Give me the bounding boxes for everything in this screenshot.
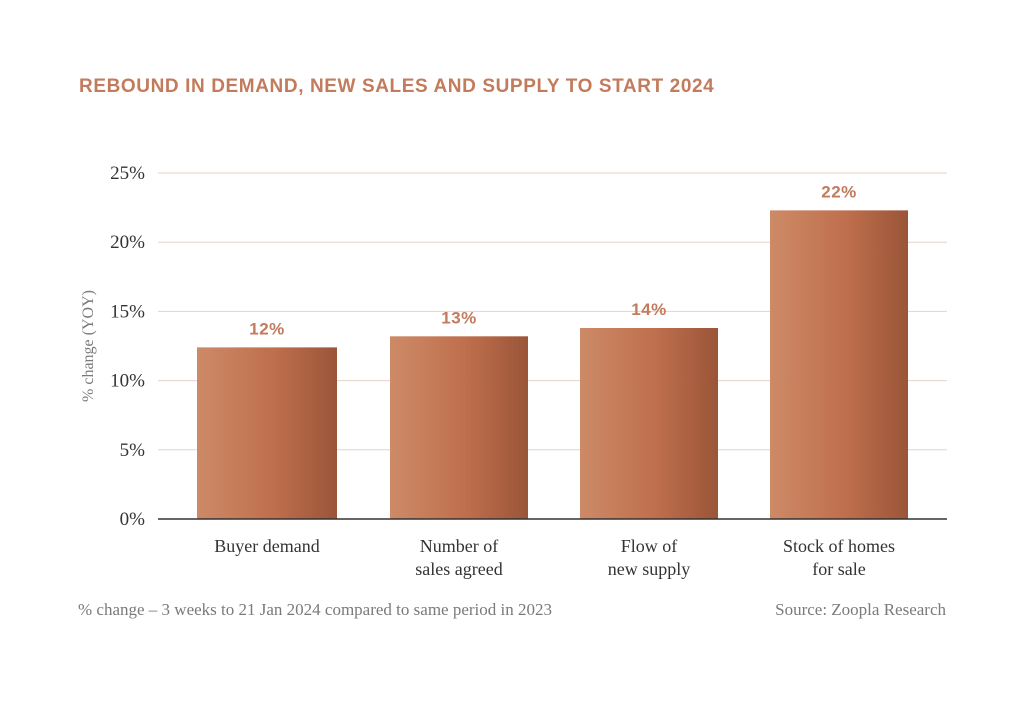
y-axis-label: % change (YOY)	[80, 290, 97, 402]
y-tick-label: 10%	[110, 371, 145, 392]
source-note: Source: Zoopla Research	[775, 600, 946, 619]
bars	[197, 210, 908, 520]
footnote: % change – 3 weeks to 21 Jan 2024 compar…	[78, 600, 552, 619]
x-tick-label: Buyer demand	[214, 536, 319, 556]
x-axis-ticks: Buyer demand Number of sales agreed Flow of…	[214, 536, 895, 579]
data-label: 12%	[249, 319, 285, 338]
x-tick-label: Flow of	[621, 536, 678, 556]
chart-title: REBOUND IN DEMAND, NEW SALES AND SUPPLY …	[79, 76, 715, 97]
x-tick-label: for sale	[812, 559, 865, 579]
y-axis-ticks: 0% 5% 10% 15% 20% 25%	[110, 163, 145, 530]
bar	[390, 336, 528, 519]
y-tick-label: 15%	[110, 301, 145, 322]
bar	[197, 347, 337, 519]
x-tick-label: sales agreed	[415, 559, 502, 579]
bar	[770, 210, 908, 520]
y-tick-label: 25%	[110, 163, 145, 184]
bar	[580, 328, 718, 519]
x-tick-label: new supply	[608, 559, 691, 579]
data-label: 22%	[821, 182, 857, 201]
y-tick-label: 5%	[120, 440, 146, 461]
y-tick-label: 20%	[110, 232, 145, 253]
data-labels: 12% 13% 14% 22%	[249, 182, 857, 338]
data-label: 13%	[441, 308, 477, 327]
data-label: 14%	[631, 300, 667, 319]
x-tick-label: Stock of homes	[783, 536, 895, 556]
y-tick-label: 0%	[120, 509, 146, 530]
x-tick-label: Number of	[420, 536, 498, 556]
